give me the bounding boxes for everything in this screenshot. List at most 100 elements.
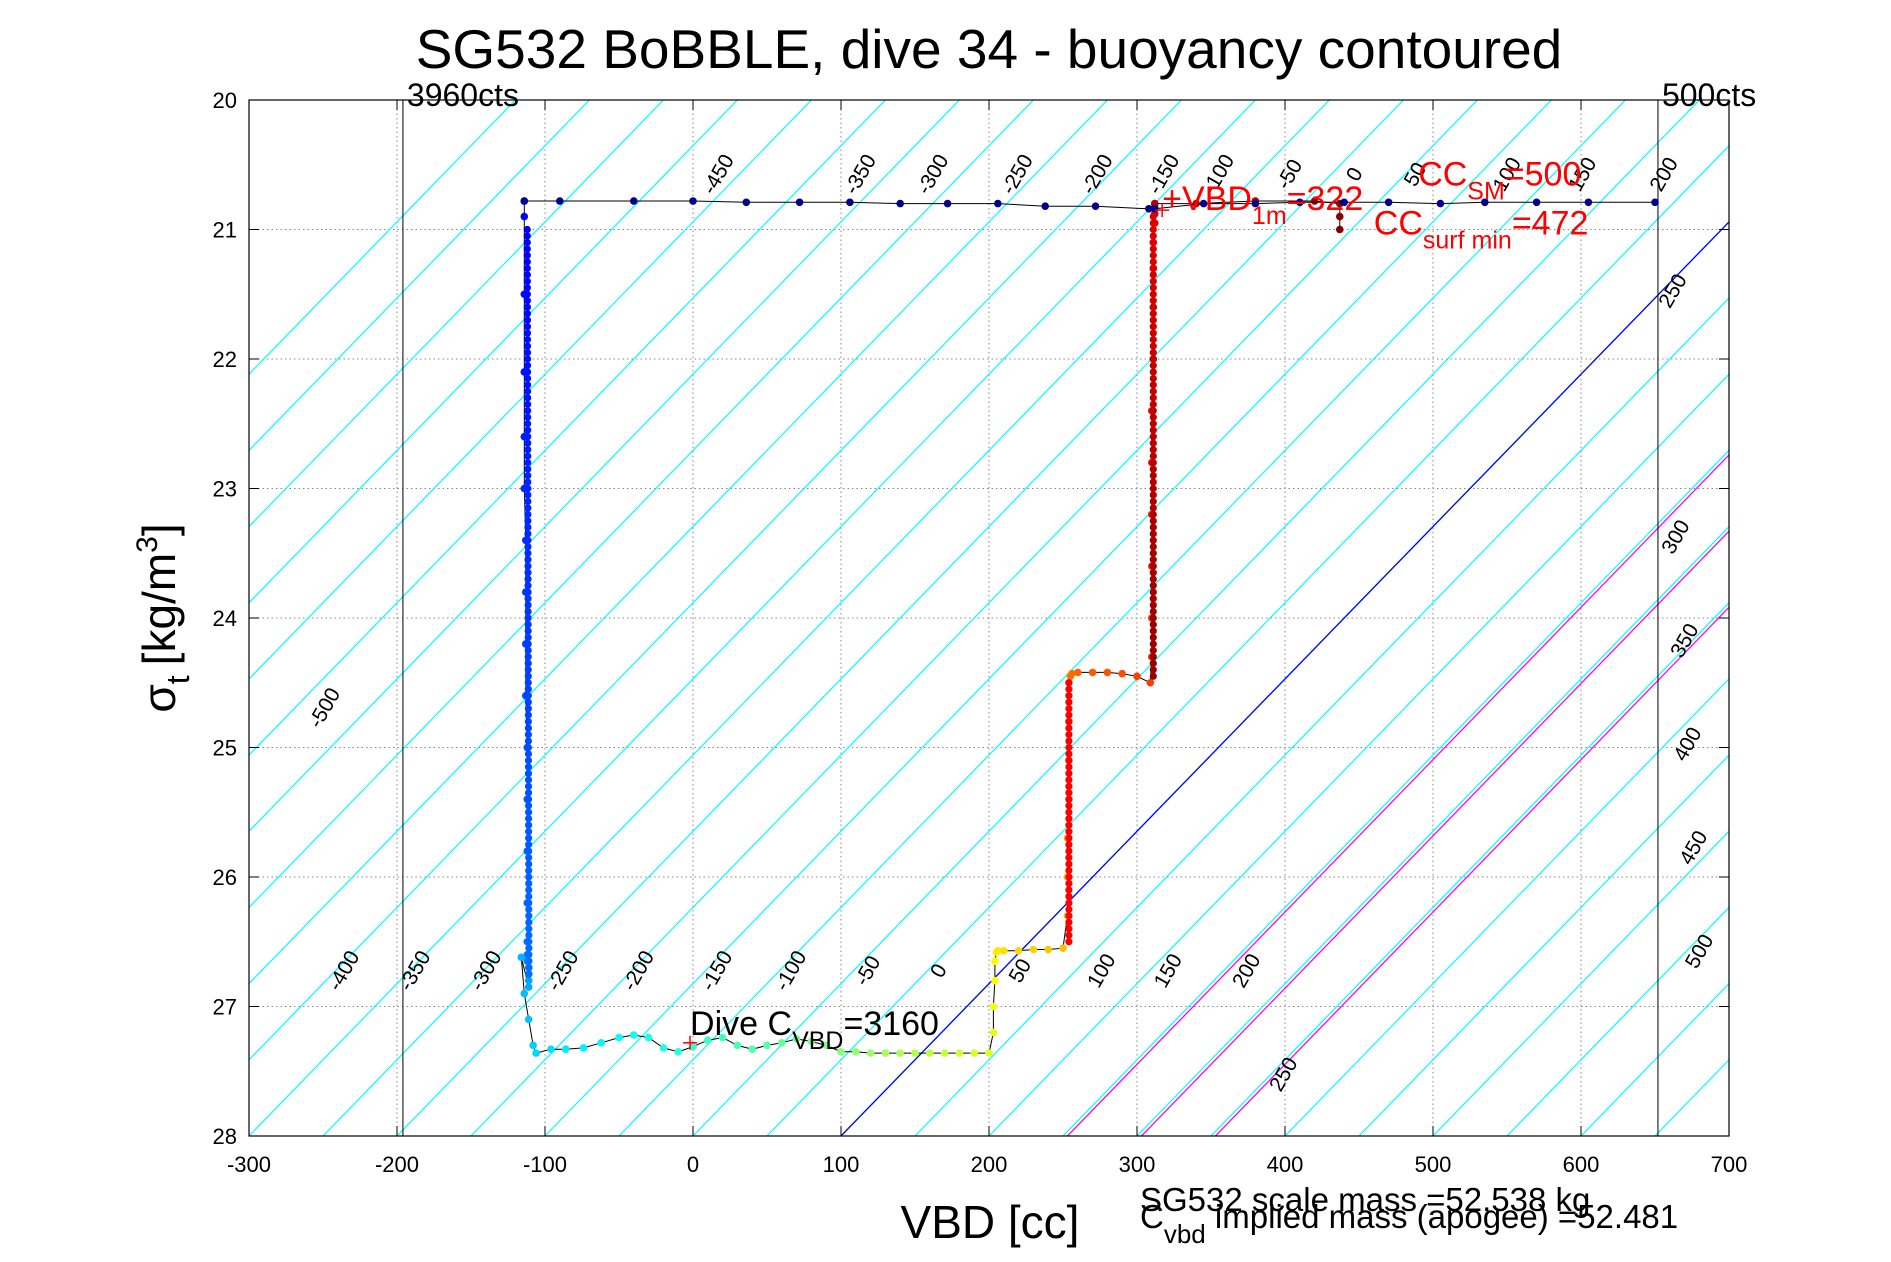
dive-point [989,1002,998,1011]
dive-point [1065,866,1073,875]
surface-point [896,199,904,208]
dive-point [525,847,533,855]
contour-line [470,100,1478,1136]
dive-point [1149,271,1157,279]
dive-point [1149,329,1157,337]
dive-point [1000,947,1008,955]
dive-point [1149,374,1157,383]
count-marker-label: 3960cts [407,77,519,113]
dive-point [524,653,532,661]
dive-point [1065,905,1073,913]
contour-line [1284,678,1729,1136]
dive-point [1149,290,1157,298]
dive-point [1149,400,1157,408]
dive-point [524,679,532,687]
dive-point [525,938,533,946]
y-tick-label: 20 [213,88,237,113]
dive-point [1065,815,1073,823]
dive-point [852,1048,860,1056]
dive-point [1146,678,1155,687]
dive-point [1149,225,1157,234]
annotation-tail: =500 [1505,155,1582,193]
dive-point [822,1041,830,1050]
dive-point [1065,724,1073,732]
dive-point [524,633,532,642]
dive-point [1149,627,1157,635]
dive-point [1065,750,1073,758]
dive-point [1149,666,1157,674]
dive-point [524,620,532,629]
surface-point [1532,198,1541,207]
contour-line [249,100,960,833]
dive-point [1065,938,1073,946]
y-tick-label: 21 [213,218,237,243]
dive-point [763,1041,771,1050]
dive-point [523,277,531,285]
contour-line-positive [1214,606,1729,1136]
dive-point [523,342,532,350]
y-axis-label: σt [kg/m3] [131,523,196,712]
dive-point [1149,387,1157,395]
dive-point [1065,931,1073,939]
dive-point [524,795,533,803]
dive-point [778,1038,786,1047]
dive-point [1149,459,1157,467]
dive-point [524,413,532,421]
dive-point [1149,446,1157,454]
dive-point [1149,258,1157,266]
y-tick-label: 26 [213,865,237,890]
contour-line [249,100,664,528]
dive-point [1065,698,1073,706]
dive-point [1149,238,1157,247]
dive-point [1149,212,1157,221]
dive-point [524,394,532,402]
dive-point [524,730,532,739]
dive-point [524,594,532,603]
contour-line [249,100,1108,985]
dive-point [1065,756,1073,765]
dive-point [524,983,533,991]
contour-line [692,100,1700,1136]
dive-point [1149,659,1157,667]
dive-point [523,290,531,298]
annotation-sub: 1m [1252,202,1287,230]
y-tick-label: 28 [213,1124,237,1149]
x-tick-label: 400 [1267,1152,1304,1177]
dive-point [524,439,532,447]
dive-point [524,582,532,590]
surface-point [1340,198,1348,207]
contour-line [1432,830,1729,1136]
dive-point [1335,225,1344,234]
dive-point [525,970,533,978]
dive-point [1065,860,1073,868]
dive-point [524,614,532,622]
dive-point [523,245,531,253]
annotation-cc-sm: CCSM=500 [1418,155,1581,205]
dive-point [524,400,532,408]
dive-point [1065,692,1073,700]
contour-line [249,100,1256,1136]
dive-point [524,452,532,460]
dive-point [1149,523,1157,531]
annotation-cross [683,1035,698,1050]
dive-point [733,1041,742,1050]
annotation-tail: =322 [1287,180,1364,218]
dive-point [524,491,532,499]
dive-point [1149,277,1157,285]
dive-point [991,976,999,985]
dive-point [1065,763,1073,771]
annotation-sub: SM [1467,177,1505,205]
dive-point [1149,284,1157,292]
dive-point [523,355,532,363]
surface-point [556,197,564,205]
surface-point [1150,204,1159,213]
surface-point [1651,198,1659,207]
dive-point [991,957,999,965]
annotation-sub: surf min [1423,227,1512,255]
dive-point [1149,251,1157,259]
dive-point [1149,245,1157,253]
y-tick-label: 22 [213,347,237,372]
dive-point [1065,769,1073,778]
surface-point [795,198,804,207]
dive-point [994,947,1002,955]
